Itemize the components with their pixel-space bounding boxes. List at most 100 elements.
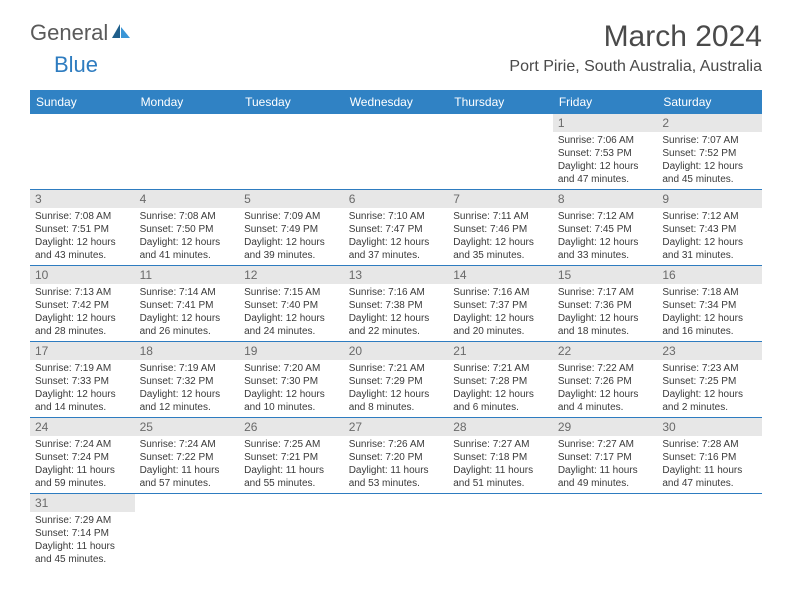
calendar-row: 3Sunrise: 7:08 AMSunset: 7:51 PMDaylight… [30, 190, 762, 266]
calendar-cell: 8Sunrise: 7:12 AMSunset: 7:45 PMDaylight… [553, 190, 658, 266]
day-number: 16 [657, 266, 762, 284]
logo: General [30, 20, 134, 46]
day-number: 21 [448, 342, 553, 360]
day-details: Sunrise: 7:19 AMSunset: 7:33 PMDaylight:… [30, 360, 135, 417]
calendar-cell: 1Sunrise: 7:06 AMSunset: 7:53 PMDaylight… [553, 114, 658, 190]
day-number: 11 [135, 266, 240, 284]
day-number: 12 [239, 266, 344, 284]
calendar-cell [657, 494, 762, 570]
calendar-row: 31Sunrise: 7:29 AMSunset: 7:14 PMDayligh… [30, 494, 762, 570]
day-number: 10 [30, 266, 135, 284]
day-number: 30 [657, 418, 762, 436]
logo-sail-icon [110, 20, 132, 46]
calendar-cell: 30Sunrise: 7:28 AMSunset: 7:16 PMDayligh… [657, 418, 762, 494]
calendar-cell: 19Sunrise: 7:20 AMSunset: 7:30 PMDayligh… [239, 342, 344, 418]
day-number: 25 [135, 418, 240, 436]
day-number: 14 [448, 266, 553, 284]
calendar-row: 24Sunrise: 7:24 AMSunset: 7:24 PMDayligh… [30, 418, 762, 494]
day-details: Sunrise: 7:10 AMSunset: 7:47 PMDaylight:… [344, 208, 449, 265]
day-details: Sunrise: 7:21 AMSunset: 7:29 PMDaylight:… [344, 360, 449, 417]
calendar-cell [239, 114, 344, 190]
title-block: March 2024 Port Pirie, South Australia, … [509, 20, 762, 76]
calendar-cell: 17Sunrise: 7:19 AMSunset: 7:33 PMDayligh… [30, 342, 135, 418]
day-number: 7 [448, 190, 553, 208]
logo-text-blue: Blue [54, 52, 98, 78]
day-number: 17 [30, 342, 135, 360]
day-details: Sunrise: 7:08 AMSunset: 7:51 PMDaylight:… [30, 208, 135, 265]
calendar-cell: 26Sunrise: 7:25 AMSunset: 7:21 PMDayligh… [239, 418, 344, 494]
day-number: 23 [657, 342, 762, 360]
day-number: 19 [239, 342, 344, 360]
weekday-header: Saturday [657, 90, 762, 114]
day-details: Sunrise: 7:14 AMSunset: 7:41 PMDaylight:… [135, 284, 240, 341]
day-details: Sunrise: 7:22 AMSunset: 7:26 PMDaylight:… [553, 360, 658, 417]
day-number: 8 [553, 190, 658, 208]
calendar-cell [344, 114, 449, 190]
day-number: 5 [239, 190, 344, 208]
calendar-cell: 27Sunrise: 7:26 AMSunset: 7:20 PMDayligh… [344, 418, 449, 494]
day-details: Sunrise: 7:26 AMSunset: 7:20 PMDaylight:… [344, 436, 449, 493]
day-number: 27 [344, 418, 449, 436]
calendar-cell: 2Sunrise: 7:07 AMSunset: 7:52 PMDaylight… [657, 114, 762, 190]
day-details: Sunrise: 7:23 AMSunset: 7:25 PMDaylight:… [657, 360, 762, 417]
calendar-cell: 9Sunrise: 7:12 AMSunset: 7:43 PMDaylight… [657, 190, 762, 266]
day-number: 6 [344, 190, 449, 208]
calendar-cell: 6Sunrise: 7:10 AMSunset: 7:47 PMDaylight… [344, 190, 449, 266]
calendar-cell: 22Sunrise: 7:22 AMSunset: 7:26 PMDayligh… [553, 342, 658, 418]
calendar-cell: 15Sunrise: 7:17 AMSunset: 7:36 PMDayligh… [553, 266, 658, 342]
calendar-table: Sunday Monday Tuesday Wednesday Thursday… [30, 90, 762, 569]
calendar-cell: 11Sunrise: 7:14 AMSunset: 7:41 PMDayligh… [135, 266, 240, 342]
calendar-cell [30, 114, 135, 190]
day-details: Sunrise: 7:29 AMSunset: 7:14 PMDaylight:… [30, 512, 135, 569]
day-details: Sunrise: 7:12 AMSunset: 7:43 PMDaylight:… [657, 208, 762, 265]
calendar-cell: 14Sunrise: 7:16 AMSunset: 7:37 PMDayligh… [448, 266, 553, 342]
calendar-cell: 23Sunrise: 7:23 AMSunset: 7:25 PMDayligh… [657, 342, 762, 418]
day-number: 26 [239, 418, 344, 436]
day-details: Sunrise: 7:11 AMSunset: 7:46 PMDaylight:… [448, 208, 553, 265]
weekday-header: Monday [135, 90, 240, 114]
calendar-cell [448, 494, 553, 570]
location-text: Port Pirie, South Australia, Australia [509, 58, 762, 76]
calendar-cell: 4Sunrise: 7:08 AMSunset: 7:50 PMDaylight… [135, 190, 240, 266]
day-details: Sunrise: 7:16 AMSunset: 7:37 PMDaylight:… [448, 284, 553, 341]
day-number: 15 [553, 266, 658, 284]
calendar-cell: 31Sunrise: 7:29 AMSunset: 7:14 PMDayligh… [30, 494, 135, 570]
day-number: 31 [30, 494, 135, 512]
weekday-header: Wednesday [344, 90, 449, 114]
day-details: Sunrise: 7:13 AMSunset: 7:42 PMDaylight:… [30, 284, 135, 341]
day-details: Sunrise: 7:20 AMSunset: 7:30 PMDaylight:… [239, 360, 344, 417]
calendar-cell: 13Sunrise: 7:16 AMSunset: 7:38 PMDayligh… [344, 266, 449, 342]
calendar-cell: 16Sunrise: 7:18 AMSunset: 7:34 PMDayligh… [657, 266, 762, 342]
weekday-header: Friday [553, 90, 658, 114]
day-details: Sunrise: 7:16 AMSunset: 7:38 PMDaylight:… [344, 284, 449, 341]
day-details: Sunrise: 7:28 AMSunset: 7:16 PMDaylight:… [657, 436, 762, 493]
calendar-cell [135, 494, 240, 570]
calendar-row: 1Sunrise: 7:06 AMSunset: 7:53 PMDaylight… [30, 114, 762, 190]
calendar-cell [344, 494, 449, 570]
calendar-cell: 3Sunrise: 7:08 AMSunset: 7:51 PMDaylight… [30, 190, 135, 266]
weekday-header: Tuesday [239, 90, 344, 114]
day-number: 24 [30, 418, 135, 436]
weekday-header: Sunday [30, 90, 135, 114]
calendar-cell: 18Sunrise: 7:19 AMSunset: 7:32 PMDayligh… [135, 342, 240, 418]
calendar-cell: 20Sunrise: 7:21 AMSunset: 7:29 PMDayligh… [344, 342, 449, 418]
day-number: 28 [448, 418, 553, 436]
day-details: Sunrise: 7:07 AMSunset: 7:52 PMDaylight:… [657, 132, 762, 189]
page-title: March 2024 [509, 20, 762, 54]
day-details: Sunrise: 7:15 AMSunset: 7:40 PMDaylight:… [239, 284, 344, 341]
header: General March 2024 Port Pirie, South Aus… [0, 0, 792, 84]
calendar-cell: 21Sunrise: 7:21 AMSunset: 7:28 PMDayligh… [448, 342, 553, 418]
day-details: Sunrise: 7:17 AMSunset: 7:36 PMDaylight:… [553, 284, 658, 341]
day-number: 3 [30, 190, 135, 208]
day-details: Sunrise: 7:27 AMSunset: 7:18 PMDaylight:… [448, 436, 553, 493]
day-details: Sunrise: 7:27 AMSunset: 7:17 PMDaylight:… [553, 436, 658, 493]
day-details: Sunrise: 7:12 AMSunset: 7:45 PMDaylight:… [553, 208, 658, 265]
calendar-cell: 25Sunrise: 7:24 AMSunset: 7:22 PMDayligh… [135, 418, 240, 494]
day-number: 13 [344, 266, 449, 284]
day-number: 20 [344, 342, 449, 360]
day-details: Sunrise: 7:19 AMSunset: 7:32 PMDaylight:… [135, 360, 240, 417]
day-details: Sunrise: 7:21 AMSunset: 7:28 PMDaylight:… [448, 360, 553, 417]
day-details: Sunrise: 7:25 AMSunset: 7:21 PMDaylight:… [239, 436, 344, 493]
calendar-row: 17Sunrise: 7:19 AMSunset: 7:33 PMDayligh… [30, 342, 762, 418]
calendar-cell: 28Sunrise: 7:27 AMSunset: 7:18 PMDayligh… [448, 418, 553, 494]
